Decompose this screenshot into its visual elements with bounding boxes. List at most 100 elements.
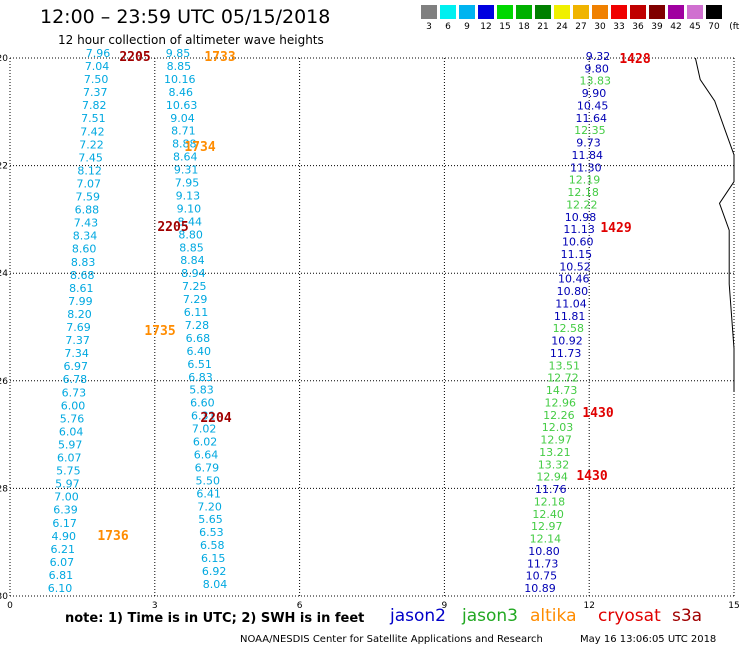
- wave-height-label: 7.96: [86, 47, 111, 60]
- axis-ticks: 0 3 6 9 12 15 -20 -22 -24 -26 -28 -30: [0, 54, 740, 611]
- wave-height-label: 7.07: [76, 177, 101, 190]
- wave-height-label: 12.94: [536, 471, 568, 484]
- wave-height-label: 6.51: [187, 358, 212, 371]
- x-tick-label: 0: [7, 601, 13, 611]
- wave-height-label: 12.35: [574, 124, 606, 137]
- wave-height-label: 7.29: [183, 293, 208, 306]
- wave-height-label: 7.37: [65, 334, 90, 347]
- wave-height-label: 8.83: [71, 256, 96, 269]
- wave-height-label: 10.52: [559, 260, 591, 273]
- wave-height-label: 12.14: [530, 533, 562, 546]
- pass-label: 1430: [576, 469, 607, 484]
- wave-height-label: 7.04: [85, 60, 110, 73]
- wave-height-label: 11.13: [563, 223, 595, 236]
- pass-label: 2205: [119, 50, 150, 65]
- wave-height-label: 9.10: [177, 202, 202, 215]
- legend-swatch-24: [554, 5, 570, 19]
- wave-height-label: 6.02: [193, 436, 218, 449]
- pass-label: 1735: [144, 324, 175, 339]
- x-tick-label: 3: [152, 601, 158, 611]
- wave-height-label: 7.42: [80, 125, 105, 138]
- wave-height-label: 6.40: [187, 345, 212, 358]
- wave-height-label: 8.71: [171, 125, 196, 138]
- wave-height-label: 8.88: [172, 138, 197, 151]
- wave-height-label: 6.00: [61, 399, 86, 412]
- legend-swatch-70: [706, 5, 722, 19]
- wave-height-label: 7.50: [84, 73, 109, 86]
- wave-height-label: 7.59: [76, 191, 101, 204]
- wave-height-label: 6.97: [64, 360, 89, 373]
- pass-label: 1428: [619, 52, 650, 67]
- legend-label: 12: [480, 22, 492, 32]
- wave-height-label: 7.99: [68, 295, 93, 308]
- legend-label: 70: [708, 22, 720, 32]
- page-subtitle: 12 hour collection of altimeter wave hei…: [58, 33, 324, 47]
- legend-label: 33: [613, 22, 625, 32]
- legend-jason3: jason3: [462, 606, 518, 626]
- wave-height-label: 5.97: [55, 478, 80, 491]
- wave-height-label: 9.04: [170, 112, 195, 125]
- wave-height-label: 6.31: [191, 410, 216, 423]
- legend-label: 36: [632, 22, 644, 32]
- wave-height-label: 7.28: [185, 319, 210, 332]
- wave-height-label: 5.83: [189, 384, 214, 397]
- wave-height-label: 8.44: [177, 215, 202, 228]
- x-tick-label: 12: [583, 601, 594, 611]
- legend-label: 30: [594, 22, 606, 32]
- legend-label: 21: [537, 22, 549, 32]
- x-tick-label: 9: [442, 601, 448, 611]
- legend-label: 42: [670, 22, 682, 32]
- wave-height-label: 7.51: [81, 112, 106, 125]
- y-tick-label: -24: [0, 269, 8, 279]
- wave-height-label: 5.76: [60, 412, 85, 425]
- wave-height-label: 8.94: [181, 267, 206, 280]
- wave-height-label: 11.15: [561, 248, 593, 261]
- wave-height-label: 6.78: [63, 373, 88, 386]
- wave-height-label: 11.73: [527, 557, 559, 570]
- wave-height-label: 8.34: [73, 230, 98, 243]
- legend-label: 15: [499, 22, 511, 32]
- wave-height-label: 8.46: [168, 86, 193, 99]
- wave-height-label: 8.85: [167, 60, 192, 73]
- track-layer: 7.967.047.507.377.827.517.427.227.458.12…: [48, 47, 611, 595]
- x-tick-label: 6: [297, 601, 303, 611]
- wave-height-label: 11.81: [554, 310, 586, 323]
- wave-height-label: 6.07: [57, 452, 82, 465]
- wave-height-label: 11.73: [550, 347, 582, 360]
- legend-label: 6: [445, 22, 451, 32]
- wave-height-label: 10.89: [524, 582, 556, 595]
- wave-height-label: 11.84: [571, 149, 603, 162]
- legend-swatch-21: [535, 5, 551, 19]
- wave-height-label: 7.43: [74, 217, 99, 230]
- wave-height-label: 10.45: [577, 99, 609, 112]
- wave-height-label: 9.73: [576, 137, 601, 150]
- wave-height-label: 10.98: [565, 211, 597, 224]
- wave-height-label: 7.82: [82, 99, 107, 112]
- legend-label: 3: [426, 22, 432, 32]
- wave-height-label: 10.16: [164, 73, 196, 86]
- wave-height-label: 7.69: [66, 321, 91, 334]
- coastline: [694, 57, 735, 392]
- wave-height-label: 10.80: [528, 545, 560, 558]
- legend-swatch-3: [421, 5, 437, 19]
- y-tick-label: -30: [0, 592, 8, 602]
- wave-height-label: 9.80: [584, 62, 609, 75]
- footer-credit: NOAA/NESDIS Center for Satellite Applica…: [240, 634, 543, 645]
- wave-height-label: 6.58: [200, 539, 225, 552]
- wave-height-label: 6.60: [190, 397, 215, 410]
- wave-height-label: 9.90: [582, 87, 607, 100]
- map-gridlines: [9, 57, 735, 597]
- legend-swatch-15: [497, 5, 513, 19]
- wave-height-label: 12.18: [567, 186, 599, 199]
- wave-height-label: 13.51: [549, 359, 581, 372]
- legend-label: 39: [651, 22, 663, 32]
- footer-timestamp: May 16 13:06:05 UTC 2018: [580, 634, 717, 645]
- wave-height-label: 5.97: [58, 438, 83, 451]
- wave-height-label: 6.11: [184, 306, 209, 319]
- wave-height-label: 12.58: [553, 322, 585, 335]
- wave-height-label: 6.81: [49, 569, 74, 582]
- y-tick-label: -28: [0, 484, 8, 494]
- wave-height-label: 6.53: [199, 526, 224, 539]
- wave-height-label: 10.75: [526, 570, 558, 583]
